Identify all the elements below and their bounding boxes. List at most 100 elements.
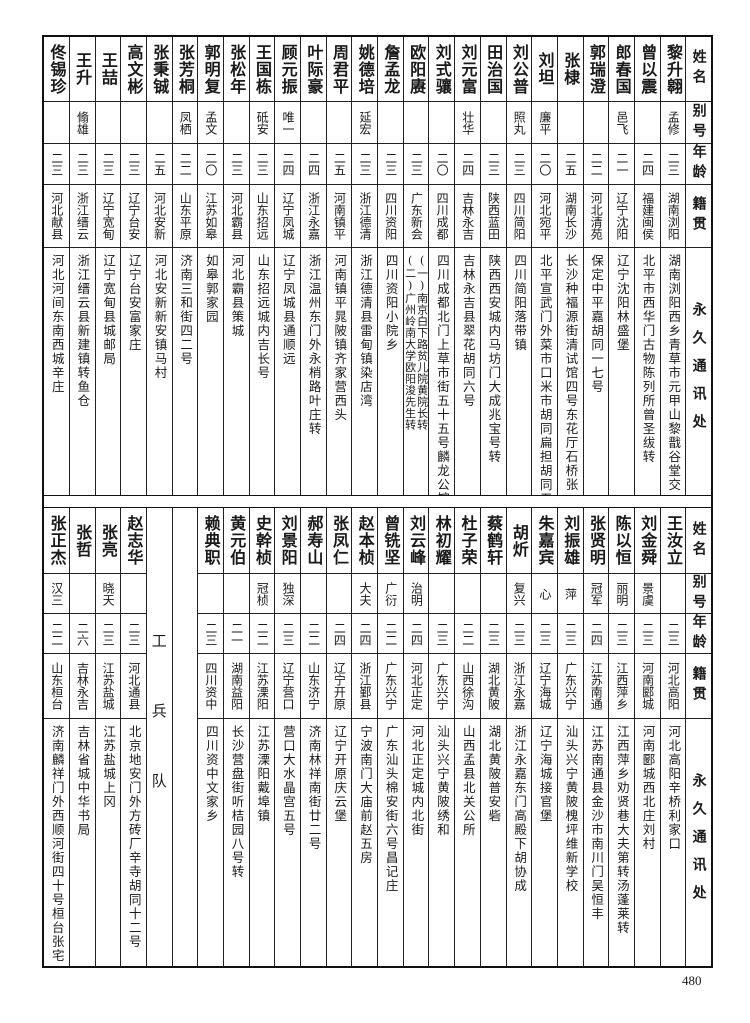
person-address-cell: 江西萍乡劝贤巷大夫第转汤蓬莱转 <box>609 719 634 967</box>
person-column: 郎春国 邑飞 二一 辽宁沈阳 辽宁沈阳林盛堡 <box>608 37 634 495</box>
person-age-cell: 二一 <box>223 614 249 654</box>
person-name: 刘金舜 <box>638 515 658 566</box>
person-column: 王国栋 砥安 二三 山东招远 山东招远城内吉长号 <box>248 37 275 495</box>
person-name: 朱嘉宾 <box>535 515 555 566</box>
person-native-cell: 辽宁营口 <box>275 654 300 719</box>
person-name: 黎升翱 <box>663 43 683 95</box>
person-alias-cell <box>301 574 326 614</box>
person-address: 宁波南门大庙前赵五房 <box>357 725 373 865</box>
person-alias-cell <box>95 102 121 144</box>
person-alias-cell: 晓天 <box>95 574 121 614</box>
person-address: 江西萍乡劝贤巷大夫第转汤蓬莱转 <box>614 725 630 935</box>
header-label-native: 籍贯 <box>690 666 707 706</box>
person-address-cell: 四川资中文家乡 <box>198 719 223 967</box>
person-native: 河北献县 <box>49 192 64 240</box>
person-name-cell: 黄元伯 <box>223 508 249 574</box>
person-name: 刘坦 <box>535 52 555 86</box>
person-alias: 壮华 <box>460 110 475 135</box>
person-address: 湖南浏阳西乡青草市元甲山黎戬谷堂交 <box>666 254 682 492</box>
person-column: 史幹桢 冠桢 二二 江苏溧阳 江苏溧阳戴埠镇 <box>248 508 275 967</box>
person-column: 陈以恒 丽明 二三 江西萍乡 江西萍乡劝贤巷大夫第转汤蓬莱转 <box>608 508 634 967</box>
person-age-cell: 二三 <box>198 614 223 654</box>
person-column: 刘景阳 独深 二三 辽宁营口 营口大水晶宫五号 <box>274 508 300 967</box>
person-column: 林初耀 二三 广东兴宁 汕头兴宁黄陂绣和 <box>428 508 455 967</box>
person-native-cell: 广东兴宁 <box>378 654 403 719</box>
person-native: 河北通县 <box>126 662 141 710</box>
person-native: 湖南浏阳 <box>666 192 681 240</box>
person-alias-cell <box>403 102 429 144</box>
person-age-cell: 二五 <box>557 144 583 185</box>
person-column: 曾以震 二四 福建闽侯 北平市西华门古物陈列所曾圣绂转 <box>633 37 660 495</box>
person-column: 朱嘉宾心二三 辽宁海城 辽宁海城接官堡 <box>531 508 557 967</box>
person-alias-cell: 照丸 <box>506 102 532 144</box>
person-native: 山东济宁 <box>306 662 321 710</box>
person-age-cell: 二二 <box>44 614 69 654</box>
person-age-cell: 二三 <box>69 144 95 185</box>
person-address-cell: (一)南京白下路贫儿院黄院长转 (二)广州岭南大学欧阳浚先生转 <box>404 248 429 495</box>
person-alias-cell: 丽明 <box>609 574 634 614</box>
person-age: 二四 <box>332 621 347 646</box>
person-age: 二三 <box>358 152 373 176</box>
person-name: 刘振雄 <box>561 515 581 566</box>
person-native: 山东桓台 <box>49 662 64 710</box>
person-name-cell: 顾元振 <box>275 37 300 102</box>
person-age: 二四 <box>640 152 655 176</box>
person-age-cell: 二六 <box>69 614 95 654</box>
person-native-cell: 河北通县 <box>121 654 146 719</box>
person-native: 辽宁海城 <box>537 662 552 710</box>
person-column: 张亮 晓天 二三 江苏盐城 江苏盐城上冈 <box>94 508 121 967</box>
person-native: 江苏南通 <box>589 662 604 710</box>
person-name-cell: 张秉铖 <box>146 37 172 102</box>
person-native-cell: 浙江永嘉 <box>301 185 326 248</box>
person-name-cell: 林初耀 <box>429 508 455 574</box>
person-name-cell: 杜子荣 <box>455 508 480 574</box>
person-column: 胡炘 复兴 二三 浙江永嘉 浙江永嘉东门高殿下胡协成 <box>505 508 532 967</box>
person-name-cell: 张正杰 <box>44 508 69 574</box>
person-name-cell: 刘振雄 <box>557 508 583 574</box>
person-age: 二五 <box>332 152 347 176</box>
person-age: 二三 <box>666 152 681 176</box>
person-age: 二三 <box>75 152 90 176</box>
person-age-cell: 二三 <box>506 614 532 654</box>
person-column: 杜子荣 二二 山西徐沟 山西孟县北关公所 <box>454 508 480 967</box>
person-native-cell: 河北安新 <box>146 185 172 248</box>
person-name: 赵志华 <box>124 515 144 566</box>
person-name-cell: 曾铣坚 <box>378 508 403 574</box>
header-native: 籍贯 <box>686 654 711 719</box>
person-age-cell: 二四 <box>403 614 429 654</box>
person-address-cell: 辽宁台安富家庄 <box>121 248 146 495</box>
person-name: 郭瑞澄 <box>586 43 606 95</box>
header-age: 年龄 <box>686 614 711 654</box>
person-address: 辽宁凤城县通顺远 <box>280 254 296 366</box>
roster-table-bottom: 姓名 别号 年龄 籍贯 永久通讯处 王汝立 二三 河北高阳 河北高阳辛桥利家口 刘金舜 景虞 二三 河南… <box>44 507 711 967</box>
person-alias: 萍 <box>563 587 578 600</box>
header-name: 姓名 <box>686 37 711 102</box>
person-address: 浙江缙云县新建镇转鱼仓 <box>75 254 91 408</box>
person-native: 辽宁营口 <box>280 662 295 710</box>
person-alias-cell <box>326 574 352 614</box>
person-alias-cell <box>326 102 352 144</box>
person-native-cell: 辽宁海城 <box>532 654 557 719</box>
person-address: 四川简阳落带镇 <box>512 254 528 352</box>
roster-table-top: 姓名 别号 年龄 籍贯 永久通讯处 黎升翱 孟修 二三 湖南浏阳 湖南浏阳西乡青草市元甲山黎戬谷堂… <box>44 37 711 496</box>
person-address: 河南郾城西北庄刘村 <box>640 725 656 851</box>
person-age: 二三 <box>563 621 578 646</box>
person-alias-cell <box>301 102 326 144</box>
person-address-cell: 如皋郭家园 <box>198 248 223 495</box>
person-address-cell: 江苏溧阳戴埠镇 <box>250 719 275 967</box>
person-alias-cell: 孟文 <box>198 102 223 144</box>
person-column: 张正杰 汉三 二二 山东桓台 济南麟祥门外西顺河街四十号桓台张宅 <box>44 508 69 967</box>
person-name: 郭明复 <box>201 43 221 95</box>
person-alias: 唯一 <box>280 110 295 135</box>
person-column: 王升 翛雄 二三 浙江缙云 浙江缙云县新建镇转鱼仓 <box>68 37 95 495</box>
person-name-cell: 叶际豪 <box>301 37 326 102</box>
person-column: 刘公普 照丸 二三 四川简阳 四川简阳落带镇 <box>505 37 532 495</box>
person-column: 郭明复 孟文 二〇 江苏如皋 如皋郭家园 <box>197 37 223 495</box>
person-age-cell: 二四 <box>352 614 378 654</box>
person-name-cell: 张棣 <box>557 37 583 102</box>
person-age-cell: 二三 <box>532 614 557 654</box>
person-native-cell: 湖南长沙 <box>557 185 583 248</box>
person-native-cell: 辽宁宽甸 <box>95 185 121 248</box>
person-address: 长沙种福源街清试馆四号东花厅石桥张 <box>563 254 579 492</box>
person-age-cell: 二二 <box>301 614 326 654</box>
